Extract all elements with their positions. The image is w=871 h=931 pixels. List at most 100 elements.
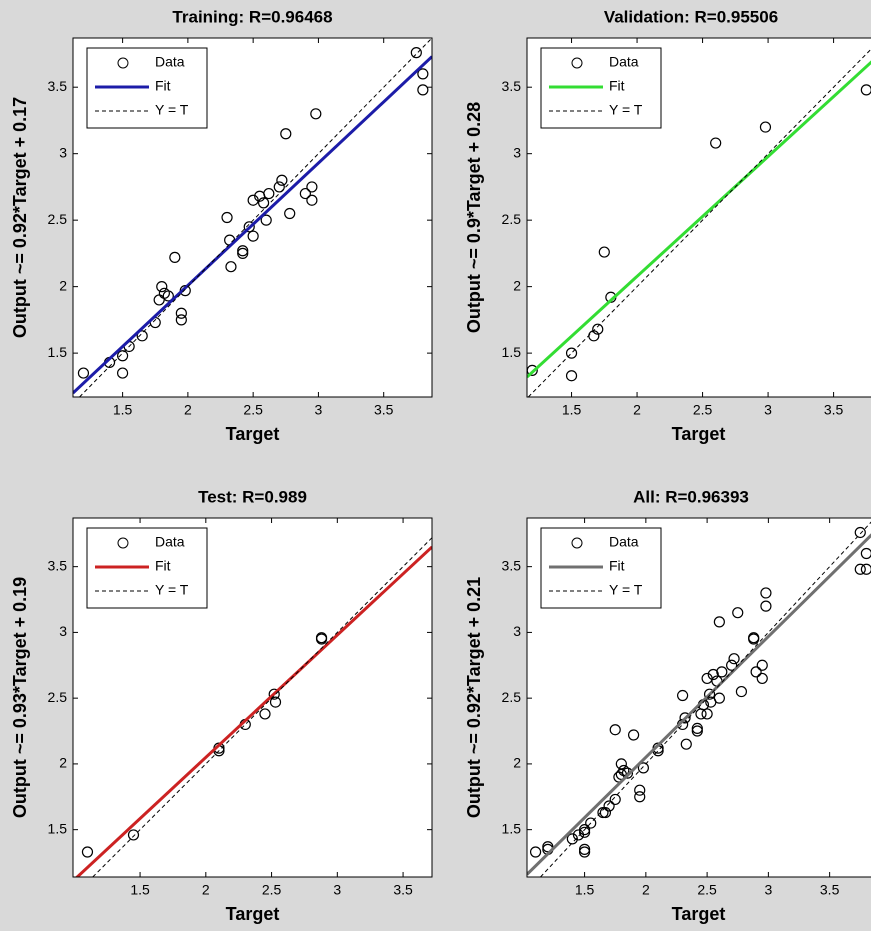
legend-label: Y = T [609, 102, 643, 118]
y-tick-label: 1.5 [48, 344, 68, 360]
data-point [310, 108, 322, 120]
legend-label: Data [609, 54, 639, 70]
data-point [136, 330, 148, 342]
x-tick-label: 3.5 [374, 402, 394, 418]
y-tick-label: 1.5 [48, 820, 68, 836]
data-point [276, 174, 288, 186]
chart-title: Training: R=0.96468 [172, 7, 332, 26]
data-point [162, 290, 174, 302]
y-axis-label: Output ~= 0.93*Target + 0.19 [10, 577, 30, 818]
identity-line [540, 521, 871, 877]
fit-line [527, 533, 871, 876]
plot-marks [527, 48, 871, 397]
data-point [81, 846, 94, 858]
y-tick-label: 2.5 [48, 211, 68, 227]
axes-frame [72, 37, 433, 398]
data-point [268, 688, 280, 700]
chart-title: Validation: R=0.95506 [604, 7, 778, 26]
legend-label: Data [155, 54, 185, 70]
data-point [634, 784, 646, 796]
data-point [756, 659, 768, 671]
data-point [680, 738, 692, 750]
data-point [259, 708, 271, 720]
x-tick-label: 1.5 [575, 882, 595, 898]
data-point [578, 826, 591, 838]
legend-label: Fit [155, 558, 171, 574]
data-point [127, 829, 140, 841]
fit-line [527, 60, 871, 379]
x-tick-label: 1.5 [130, 882, 150, 898]
data-point [257, 197, 270, 209]
data-point [735, 685, 748, 698]
plot-marks [527, 521, 871, 877]
data-point [854, 563, 866, 575]
y-tick-label: 2.5 [502, 211, 522, 227]
subplot: 1.5 2 2.5 3 3.5 1.5 2 2.5 3 3.5 Data Fit Y = T Valida… [464, 7, 871, 444]
data-point [679, 712, 691, 724]
data-point [237, 245, 249, 257]
legend-label: Y = T [155, 582, 189, 598]
legend-marker [117, 57, 129, 69]
legend-label: Y = T [155, 102, 189, 118]
chart-title: All: R=0.96393 [633, 487, 749, 506]
data-point [260, 214, 272, 226]
legend-label: Fit [609, 78, 625, 94]
y-tick-label: 2 [513, 755, 521, 771]
data-point [695, 708, 707, 720]
y-tick-label: 2.5 [48, 689, 68, 705]
y-tick-label: 1.5 [502, 820, 522, 836]
data-point [705, 696, 717, 708]
data-point [306, 181, 318, 193]
data-point [237, 247, 249, 259]
x-axis-label: Target [226, 904, 280, 924]
data-point [273, 181, 285, 193]
y-tick-label: 2 [59, 755, 67, 771]
data-point [716, 666, 728, 678]
identity-line [527, 48, 871, 397]
fit-line [73, 55, 432, 395]
data-point [701, 708, 713, 720]
x-tick-label: 3 [333, 882, 341, 898]
y-tick-label: 3.5 [502, 78, 522, 94]
x-tick-label: 3 [315, 402, 323, 418]
x-tick-label: 3.5 [820, 882, 840, 898]
data-point [263, 187, 275, 200]
y-tick-label: 3 [59, 144, 67, 160]
legend-marker [571, 537, 583, 549]
data-point [269, 696, 282, 708]
y-tick-label: 2.5 [502, 689, 522, 705]
y-tick-label: 3.5 [502, 557, 522, 573]
data-point [175, 307, 187, 319]
x-axis-label: Target [226, 424, 280, 444]
data-point [243, 221, 255, 233]
data-point [750, 666, 762, 678]
data-point [760, 600, 772, 612]
data-point [565, 370, 578, 382]
data-point [566, 833, 578, 845]
data-point [756, 672, 768, 685]
plot-marks [73, 38, 432, 397]
data-point [677, 689, 689, 702]
data-point [77, 367, 90, 379]
x-tick-label: 2.5 [697, 882, 717, 898]
y-tick-label: 2 [513, 277, 521, 293]
legend-label: Data [155, 534, 185, 550]
subplot: 1.5 2 2.5 3 3.5 1.5 2 2.5 3 3.5 Data Fit Y = T Traini… [10, 7, 433, 444]
data-point [117, 367, 129, 379]
data-point [854, 526, 866, 539]
data-point [175, 314, 187, 326]
y-axis-label: Output ~= 0.92*Target + 0.17 [10, 97, 30, 338]
data-point [247, 230, 259, 242]
data-point [759, 121, 772, 133]
data-point [621, 767, 634, 779]
x-tick-label: 3 [764, 882, 772, 898]
data-point [299, 187, 311, 200]
data-point [592, 323, 604, 335]
data-point [410, 47, 422, 59]
data-point [691, 725, 703, 737]
data-point [691, 722, 703, 735]
data-point [221, 211, 233, 224]
data-point [728, 653, 740, 665]
data-point [578, 843, 591, 855]
y-axis-label: Output ~= 0.92*Target + 0.21 [464, 577, 484, 818]
